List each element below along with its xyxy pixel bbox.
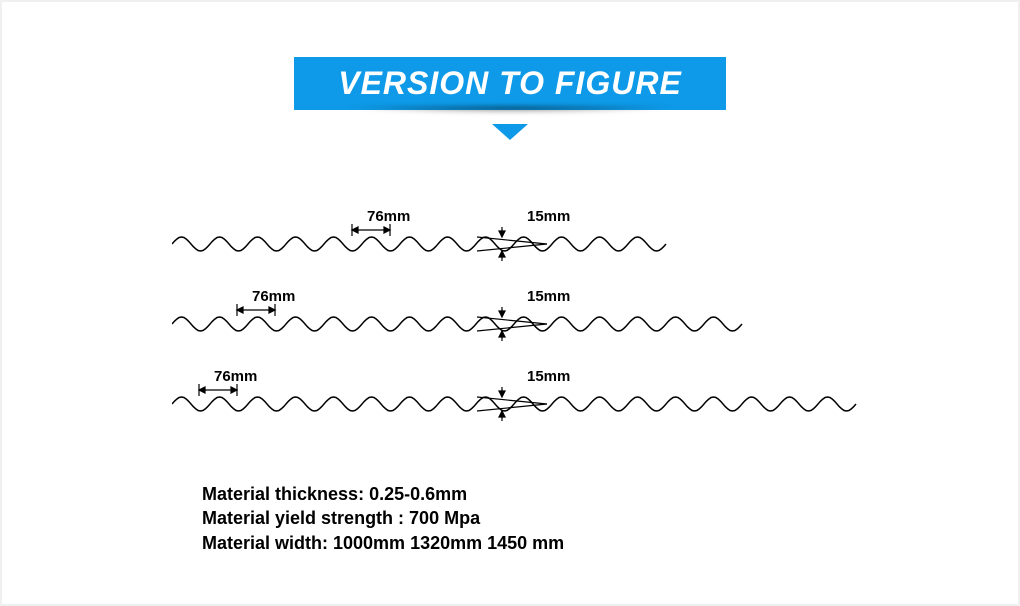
material-specs: Material thickness: 0.25-0.6mm Material … — [202, 482, 564, 555]
wave-row-3: 76mm 15mm — [172, 362, 872, 422]
sine-wave — [172, 362, 872, 426]
banner-shadow — [270, 106, 750, 124]
height-label: 15mm — [527, 208, 570, 225]
wave-row-2: 76mm 15mm — [172, 282, 872, 362]
spec-yield: Material yield strength : 700 Mpa — [202, 506, 564, 530]
spec-width: Material width: 1000mm 1320mm 1450 mm — [202, 531, 564, 555]
wave-row-1: 76mm 15mm — [172, 202, 872, 282]
banner-text: VERSION TO FIGURE — [294, 57, 726, 110]
pitch-label: 76mm — [252, 288, 295, 305]
down-pointer-icon — [270, 122, 750, 144]
sine-wave — [172, 202, 872, 266]
title-banner: VERSION TO FIGURE — [270, 57, 750, 144]
pitch-label: 76mm — [214, 368, 257, 385]
pitch-label: 76mm — [367, 208, 410, 225]
height-label: 15mm — [527, 368, 570, 385]
wave-diagram: 76mm 15mm 76mm 15mm — [172, 202, 872, 422]
spec-thickness: Material thickness: 0.25-0.6mm — [202, 482, 564, 506]
height-label: 15mm — [527, 288, 570, 305]
